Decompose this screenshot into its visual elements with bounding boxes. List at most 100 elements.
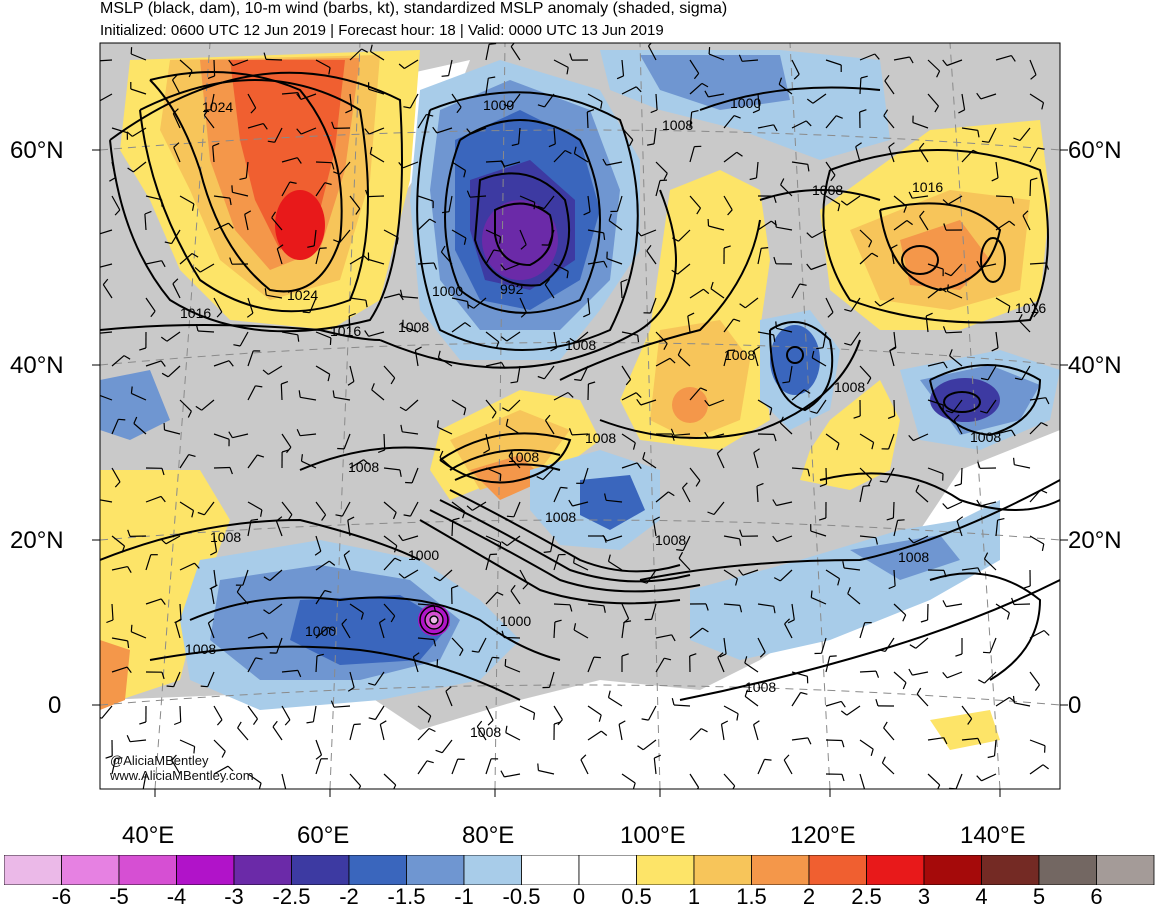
wind-barb bbox=[575, 331, 589, 343]
wind-barb bbox=[655, 491, 669, 503]
wind-barb-flag bbox=[778, 77, 783, 85]
wind-barb-flag bbox=[573, 146, 577, 154]
wind-barb-flag bbox=[456, 106, 462, 114]
wind-barb bbox=[439, 456, 453, 469]
wind-barb-flag bbox=[463, 408, 467, 416]
wind-barb-flag bbox=[641, 718, 649, 721]
wind-barb-flag bbox=[636, 462, 642, 469]
wind-barb bbox=[621, 59, 625, 76]
wind-barb bbox=[247, 454, 258, 469]
wind-barb bbox=[580, 365, 589, 381]
wind-barb-flag bbox=[139, 721, 147, 725]
wind-barb bbox=[587, 603, 604, 607]
wind-barb-flag bbox=[764, 758, 772, 761]
wind-barb bbox=[247, 350, 254, 367]
wind-barb-flag bbox=[160, 496, 166, 503]
wind-barb-flag bbox=[980, 377, 989, 381]
wind-barb-flag bbox=[353, 723, 361, 726]
wind-barb bbox=[892, 501, 895, 519]
wind-barb-flag bbox=[736, 713, 739, 721]
wind-barb bbox=[485, 229, 501, 238]
lon-label: 100°E bbox=[620, 822, 686, 849]
wind-barb bbox=[744, 695, 759, 707]
wind-barb bbox=[300, 433, 317, 437]
wind-barb-flag bbox=[708, 47, 711, 55]
wind-barb-flag bbox=[859, 109, 867, 113]
wind-barb-flag bbox=[980, 410, 988, 414]
wind-barb bbox=[131, 392, 147, 401]
wind-barb bbox=[1019, 127, 1031, 141]
wind-barb-flag bbox=[520, 312, 527, 318]
wind-barb bbox=[179, 454, 190, 469]
okhotsk-anomaly-3 bbox=[900, 220, 990, 290]
wind-barb bbox=[411, 467, 419, 484]
wind-barb bbox=[742, 59, 759, 62]
wind-barb-flag bbox=[464, 322, 471, 328]
wind-barb bbox=[981, 773, 997, 782]
wind-barb-flag bbox=[738, 569, 744, 576]
wind-barb bbox=[485, 433, 491, 450]
wind-barb bbox=[822, 331, 827, 348]
wind-barb-flag bbox=[669, 357, 676, 364]
wind-barb-flag bbox=[739, 529, 743, 537]
colorbar-swatch bbox=[751, 855, 810, 885]
wind-barb-flag bbox=[621, 653, 629, 657]
wind-barb bbox=[825, 433, 840, 444]
wind-barb bbox=[689, 728, 702, 741]
wind-barb-flag bbox=[102, 278, 109, 285]
wind-barb bbox=[951, 399, 963, 414]
wind-barb-flag bbox=[943, 737, 948, 745]
africa-anomaly bbox=[100, 470, 230, 700]
wind-barb-flag bbox=[393, 545, 398, 553]
wind-barb bbox=[343, 554, 351, 571]
wind-barb bbox=[984, 671, 997, 684]
wind-barb-flag bbox=[428, 727, 436, 733]
wind-barb-flag bbox=[719, 653, 727, 658]
wind-barb bbox=[485, 44, 490, 61]
wind-barb bbox=[953, 419, 963, 435]
wind-barb bbox=[757, 124, 774, 129]
wind-barb bbox=[414, 350, 419, 367]
wind-barb-flag bbox=[130, 624, 133, 632]
wind-barb bbox=[313, 229, 317, 246]
wind-barb-flag bbox=[499, 474, 502, 482]
wind-barb-flag bbox=[976, 775, 982, 782]
wind-barb bbox=[816, 399, 827, 414]
wind-barb-flag bbox=[1023, 585, 1031, 589]
wind-barb bbox=[142, 773, 147, 789]
wind-barb-flag bbox=[967, 718, 973, 725]
wind-barb bbox=[912, 122, 929, 129]
wind-barb-flag bbox=[691, 110, 699, 113]
wind-barb-flag bbox=[429, 218, 437, 224]
wind-barb-flag bbox=[257, 454, 265, 458]
wind-barb bbox=[723, 637, 727, 654]
wind-barb-flag bbox=[654, 754, 661, 759]
wind-barb bbox=[505, 425, 521, 435]
wind-barb bbox=[1029, 671, 1040, 686]
wind-barb-flag bbox=[689, 653, 697, 657]
wind-barb-flag bbox=[365, 300, 368, 308]
wind-barb-flag bbox=[976, 499, 982, 507]
wind-barb bbox=[980, 501, 997, 507]
wind-barb bbox=[510, 590, 521, 605]
wind-barb bbox=[893, 220, 908, 231]
wind-barb bbox=[825, 161, 836, 176]
wind-barb-flag bbox=[504, 658, 507, 667]
wind-barb bbox=[213, 59, 216, 77]
wind-barb-flag bbox=[881, 756, 886, 764]
wind-barb-flag bbox=[296, 429, 301, 436]
wind-barb-flag bbox=[602, 534, 608, 542]
wind-barb bbox=[651, 603, 657, 620]
wind-barb bbox=[640, 399, 657, 406]
wind-barb bbox=[640, 229, 657, 237]
wind-barb-flag bbox=[203, 109, 209, 116]
wind-barb bbox=[681, 487, 691, 503]
wind-barb bbox=[893, 399, 896, 417]
wind-barb bbox=[587, 260, 604, 265]
wind-barb-flag bbox=[637, 745, 644, 751]
wind-barb-flag bbox=[954, 483, 962, 487]
credit-site[interactable]: www.AliciaMBentley.com bbox=[110, 768, 254, 783]
wind-barb bbox=[947, 195, 963, 205]
wind-barb bbox=[553, 705, 563, 720]
wind-barb bbox=[339, 229, 351, 243]
